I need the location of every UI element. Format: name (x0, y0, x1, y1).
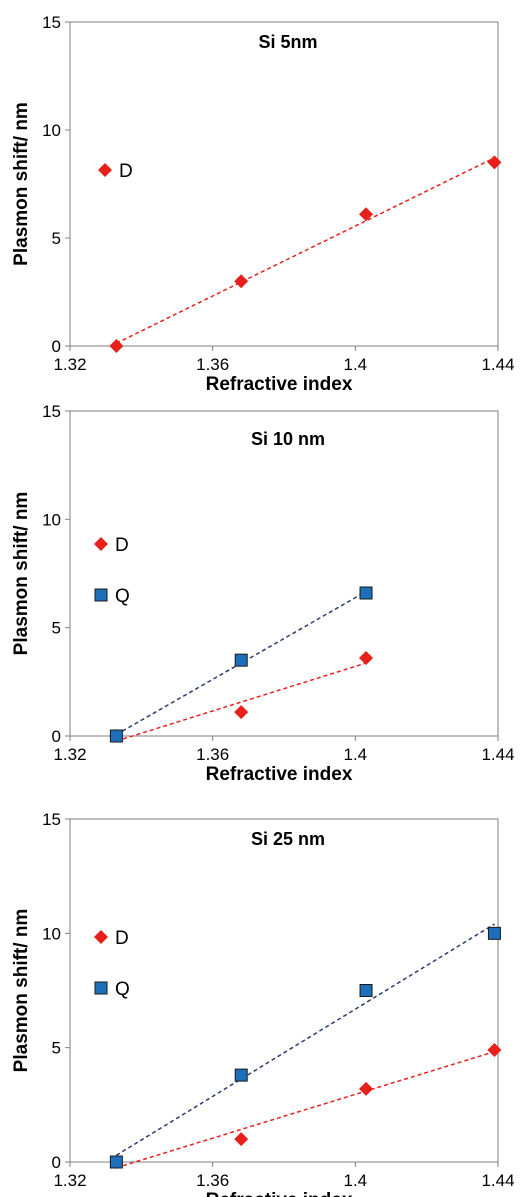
series-D (109, 651, 374, 743)
data-point-D (359, 651, 374, 665)
series-Q (109, 586, 373, 743)
x-tick-label: 1.44 (481, 1171, 514, 1190)
x-tick-label: 1.4 (344, 1171, 368, 1190)
y-tick-label: 0 (52, 337, 61, 356)
y-tick-label: 0 (52, 727, 61, 746)
y-tick-label: 15 (42, 810, 61, 829)
data-point-Q (234, 1068, 248, 1082)
data-point-D (359, 207, 374, 222)
data-point-Q (487, 926, 501, 940)
data-point-Q (234, 653, 248, 667)
y-tick-label: 0 (52, 1153, 61, 1172)
legend-marker-Q (94, 588, 108, 602)
data-point-D (234, 1132, 249, 1147)
series-Q (109, 923, 501, 1169)
x-tick-label: 1.36 (196, 745, 229, 764)
chart-title: Si 5nm (258, 32, 317, 52)
x-axis-title: Refractive index (206, 764, 353, 785)
data-point-Q (359, 586, 373, 600)
legend-marker-D (94, 930, 108, 944)
x-tick-label: 1.44 (481, 745, 514, 764)
y-tick-label: 5 (52, 1039, 61, 1058)
y-axis-title: Plasmon shift/ nm (11, 909, 32, 1073)
data-point-D (234, 705, 249, 720)
chart-title: Si 10 nm (251, 429, 325, 449)
y-tick-label: 10 (42, 924, 61, 943)
legend-marker-D (94, 537, 108, 551)
series-D (109, 1042, 502, 1169)
x-tick-label: 1.36 (196, 1171, 229, 1190)
x-tick-label: 1.32 (53, 745, 86, 764)
y-tick-label: 5 (52, 229, 61, 248)
data-point-Q (109, 729, 123, 743)
data-point-Q (109, 1155, 123, 1169)
y-tick-label: 10 (42, 121, 61, 140)
chart-panel-3: 0 5 10 15 1.32 1.36 1.4 1.44 Refractive index Pla… (11, 810, 515, 1197)
series-D (109, 155, 502, 353)
chart-panel-2: 0 5 10 15 1.32 1.36 1.4 1.44 Refractive index Pla… (11, 402, 515, 785)
y-tick-label: 15 (42, 402, 61, 421)
x-tick-label: 1.4 (344, 355, 368, 374)
x-tick-label: 1.36 (196, 355, 229, 374)
trendline-D (116, 157, 495, 344)
y-axis-title: Plasmon shift/ nm (11, 492, 32, 656)
y-axis-title: Plasmon shift/ nm (11, 102, 32, 266)
data-point-D (487, 155, 502, 170)
legend-marker-D (98, 163, 112, 177)
data-point-D (234, 274, 249, 289)
data-point-D (487, 1042, 502, 1057)
y-tick-label: 10 (42, 510, 61, 529)
legend-marker-Q (94, 981, 108, 995)
x-axis-title: Refractive index (206, 374, 353, 395)
trendline-D (116, 662, 367, 742)
legend-label-Q: Q (115, 979, 130, 1000)
x-tick-label: 1.32 (53, 355, 86, 374)
legend-label-D: D (115, 928, 129, 949)
x-tick-label: 1.32 (53, 1171, 86, 1190)
y-tick-label: 15 (42, 13, 61, 32)
trendline-D (116, 1050, 495, 1169)
legend-label-D: D (119, 161, 133, 182)
legend-label-D: D (115, 535, 129, 556)
x-tick-label: 1.44 (481, 355, 514, 374)
plot-frame (69, 818, 499, 1163)
legend-label-Q: Q (115, 586, 130, 607)
chart-panel-1: 0 5 10 15 1.32 1.36 1.4 1.44 Refractive index Pla… (11, 13, 515, 395)
x-tick-label: 1.4 (344, 745, 368, 764)
trendline-Q (115, 923, 495, 1156)
x-axis-title: Refractive index (206, 1190, 353, 1197)
plot-frame (69, 410, 499, 737)
data-point-D (109, 339, 124, 353)
y-tick-label: 5 (52, 619, 61, 638)
data-point-D (359, 1081, 374, 1096)
data-point-Q (359, 984, 373, 997)
plot-frame (69, 21, 499, 347)
chart-title: Si 25 nm (251, 829, 325, 849)
